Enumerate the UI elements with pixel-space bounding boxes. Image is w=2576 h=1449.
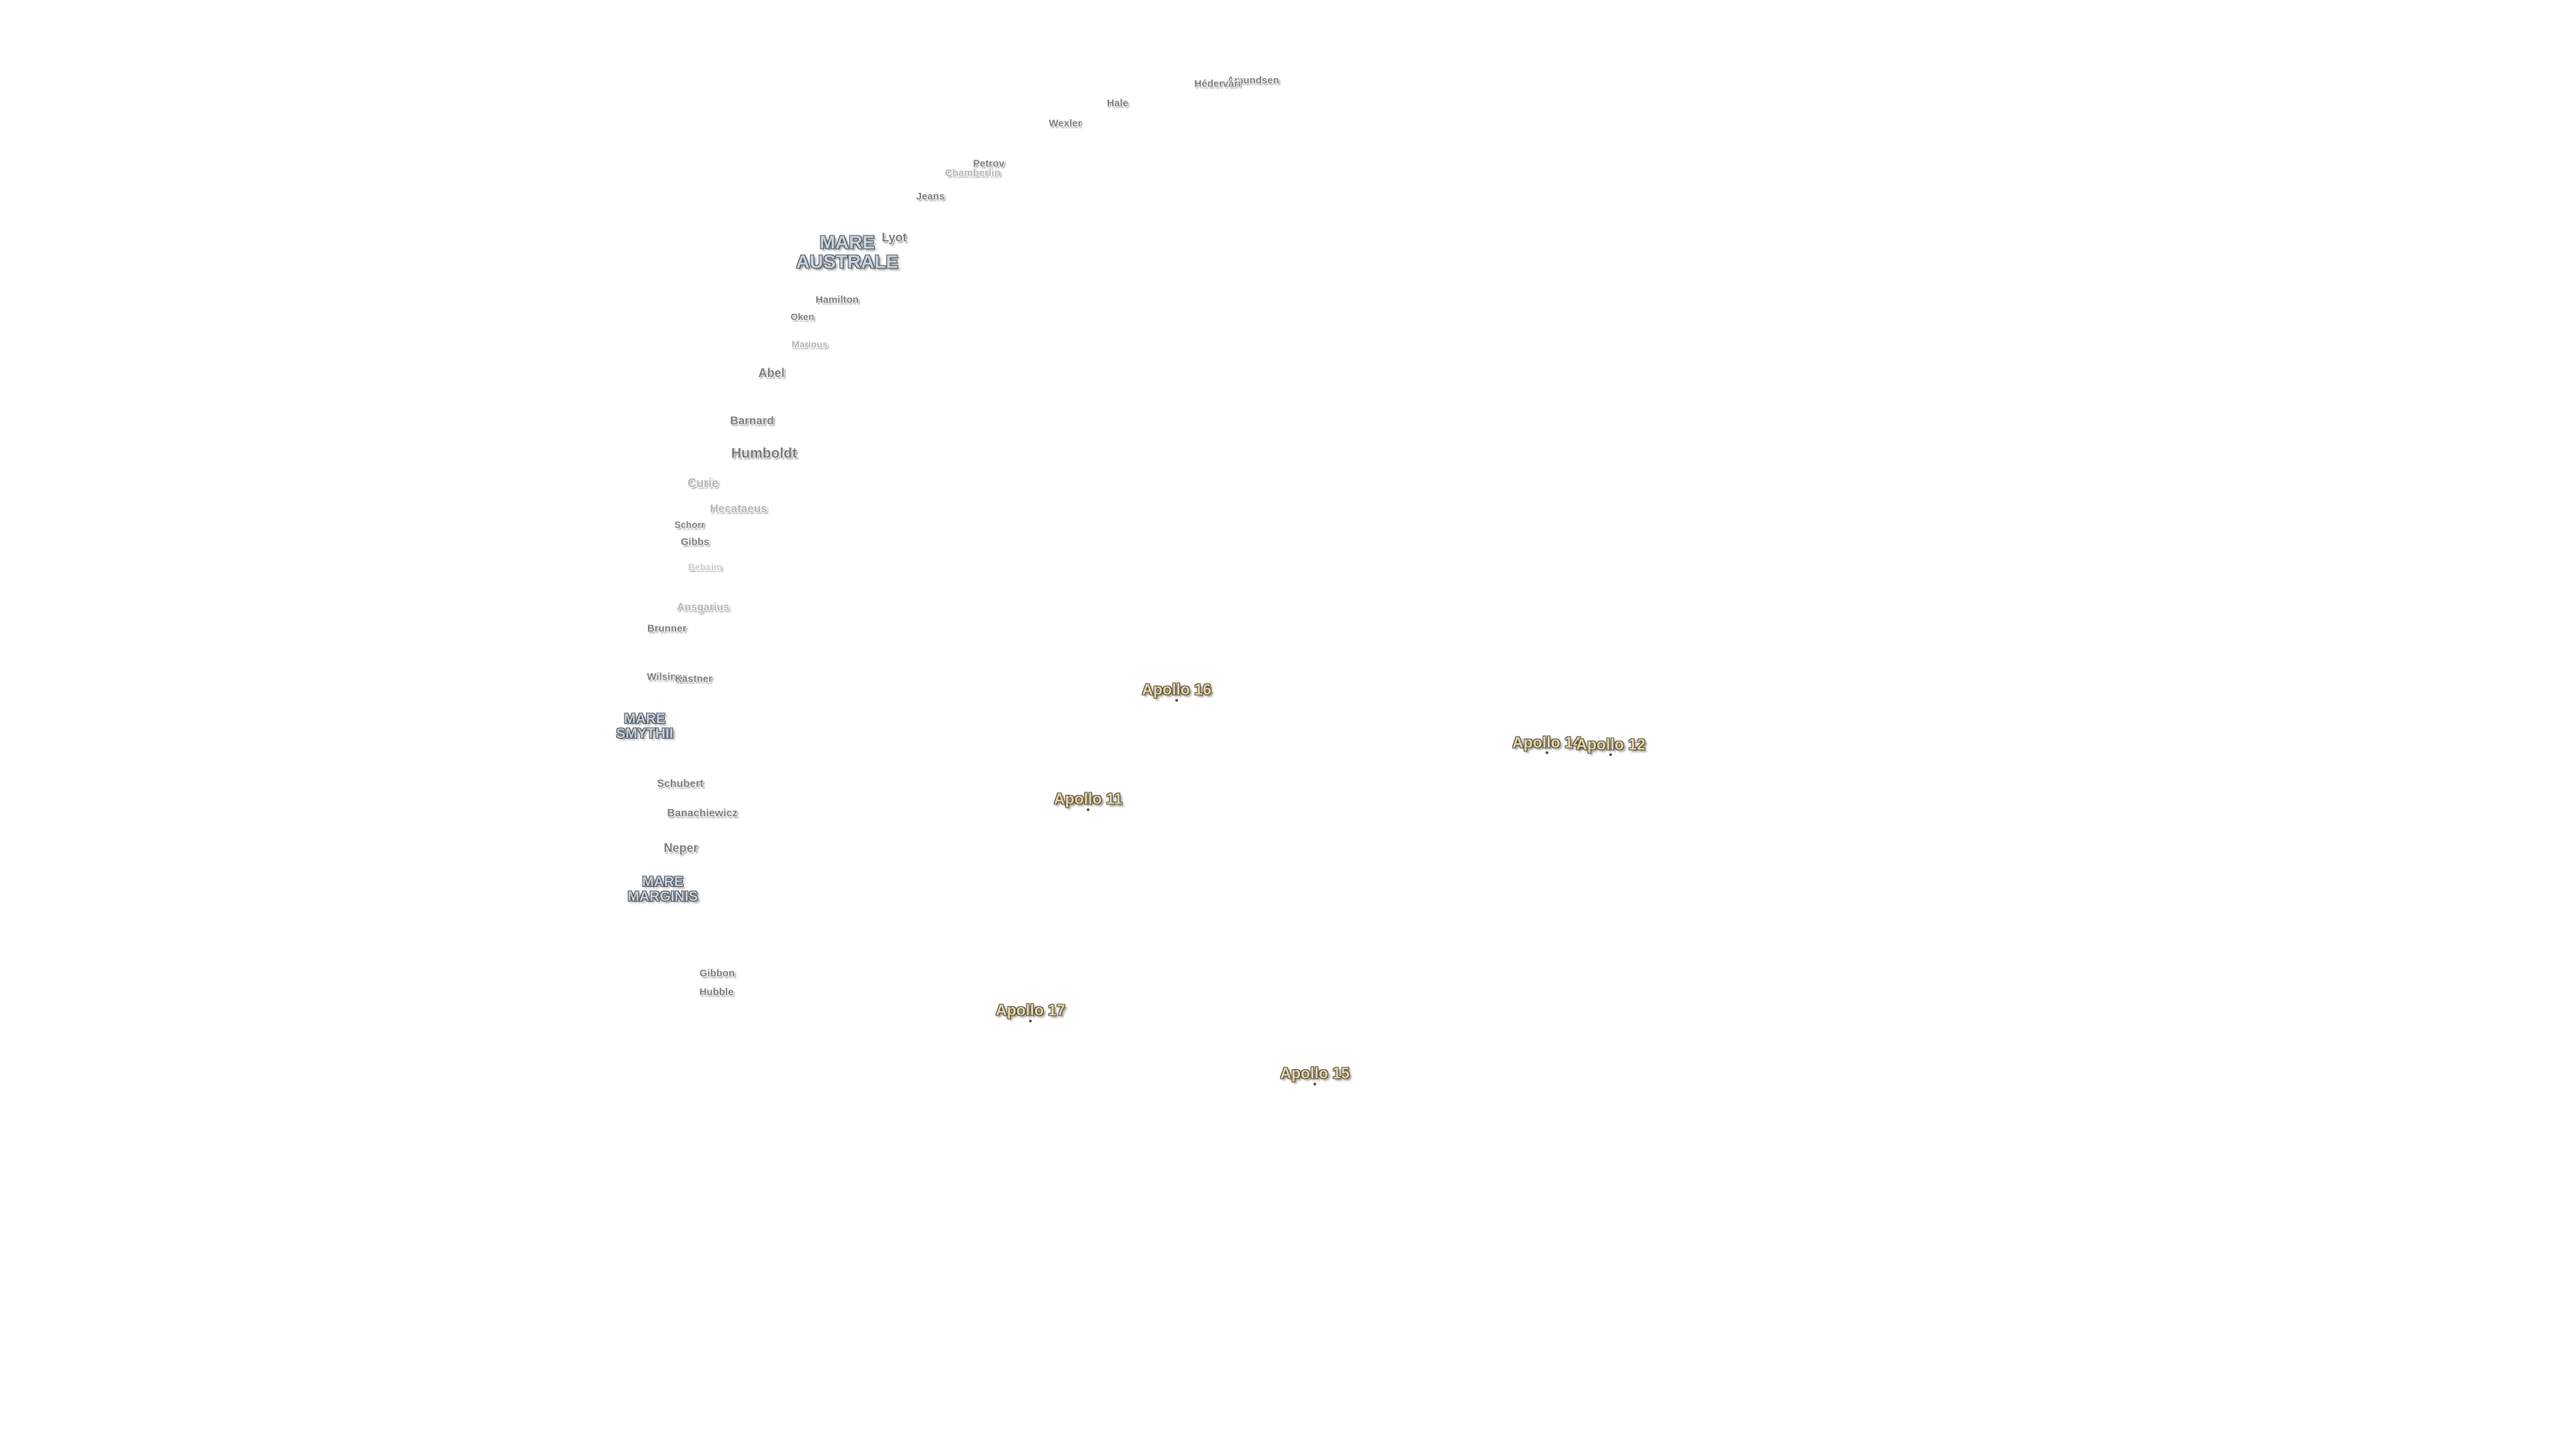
crater-label-brunner[interactable]: Brunner <box>647 623 687 635</box>
crater-label-marinus[interactable]: Marinus <box>792 339 828 350</box>
mare-label-marginis[interactable]: MARE MARGINIS <box>627 873 698 904</box>
crater-label-lyot[interactable]: Lyot <box>881 231 907 244</box>
landing-site-marker[interactable] <box>1609 753 1612 756</box>
crater-label-gibbon[interactable]: Gibbon <box>699 967 735 979</box>
landing-site-marker[interactable] <box>1175 699 1178 702</box>
crater-label-behaim[interactable]: Behaim <box>688 561 722 572</box>
crater-label-banachiewicz[interactable]: Banachiewicz <box>667 808 738 819</box>
landing-site-label-apollo-16[interactable]: Apollo 16 <box>1142 680 1212 698</box>
mare-label-australe[interactable]: MARE AUSTRALE <box>796 231 899 272</box>
mare-label-line: MARGINIS <box>627 889 698 904</box>
landing-site-marker[interactable] <box>1313 1083 1316 1085</box>
crater-label-amundsen[interactable]: Amundsen <box>1227 74 1279 87</box>
crater-label-ansgarius[interactable]: Ansgarius <box>676 602 730 613</box>
crater-label-schubert[interactable]: Schubert <box>657 778 704 790</box>
mare-label-line: MARE <box>819 231 875 253</box>
landing-site-label-apollo-12[interactable]: Apollo 12 <box>1576 735 1646 753</box>
crater-label-hamilton[interactable]: Hamilton <box>815 294 859 306</box>
mare-label-line: SMYTHII <box>616 726 674 741</box>
mare-label-line: MARE <box>624 710 665 727</box>
crater-label-hale[interactable]: Hale <box>1107 97 1128 109</box>
crater-label-kastner[interactable]: Kästner <box>675 673 712 685</box>
crater-label-petrov[interactable]: Petrov <box>973 158 1005 170</box>
mare-label-line: MARE <box>642 873 684 890</box>
crater-label-neper[interactable]: Neper <box>663 841 698 855</box>
crater-label-hecataeus[interactable]: Hecataeus <box>710 502 767 515</box>
landing-site-label-apollo-15[interactable]: Apollo 15 <box>1280 1064 1350 1082</box>
crater-label-hubble[interactable]: Hubble <box>699 986 734 998</box>
mare-label-smythii[interactable]: MARE SMYTHII <box>616 710 674 741</box>
crater-label-wilsing[interactable]: Wilsing <box>647 671 683 683</box>
landing-site-label-apollo-17[interactable]: Apollo 17 <box>996 1001 1065 1019</box>
crater-label-schorr[interactable]: Schorr <box>674 519 705 530</box>
crater-label-abel[interactable]: Abel <box>758 366 785 380</box>
crater-label-chamberlin[interactable]: Chamberlin <box>945 167 1001 179</box>
landing-site-marker[interactable] <box>1546 751 1548 754</box>
landing-site-marker[interactable] <box>1087 808 1089 811</box>
crater-label-barnard[interactable]: Barnard <box>730 414 774 427</box>
crater-label-jeans[interactable]: Jeans <box>916 191 945 203</box>
crater-label-hedervari[interactable]: Hédervári <box>1194 78 1241 90</box>
crater-label-curie[interactable]: Curie <box>687 476 719 490</box>
crater-label-gibbs[interactable]: Gibbs <box>680 536 710 548</box>
mare-label-line: AUSTRALE <box>796 252 899 272</box>
crater-label-wexler[interactable]: Wexler <box>1049 117 1082 129</box>
landing-site-label-apollo-11[interactable]: Apollo 11 <box>1053 790 1123 808</box>
landing-site-marker[interactable] <box>1029 1020 1032 1022</box>
landing-site-label-apollo-14[interactable]: Apollo 14 <box>1512 733 1582 751</box>
crater-label-oken[interactable]: Oken <box>790 311 814 322</box>
crater-label-humboldt[interactable]: Humboldt <box>731 445 797 462</box>
